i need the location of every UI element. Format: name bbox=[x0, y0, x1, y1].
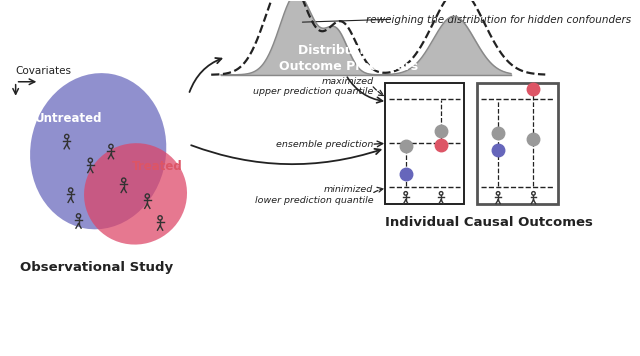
Text: ensemble prediction: ensemble prediction bbox=[276, 140, 373, 149]
FancyBboxPatch shape bbox=[385, 83, 464, 204]
Text: Outcome Predictors: Outcome Predictors bbox=[279, 61, 419, 73]
Ellipse shape bbox=[84, 143, 187, 245]
Text: Treated: Treated bbox=[132, 159, 182, 173]
Text: maximized
upper prediction quantile: maximized upper prediction quantile bbox=[253, 77, 373, 96]
FancyBboxPatch shape bbox=[477, 83, 558, 204]
Text: reweighing the distribution for hidden confounders: reweighing the distribution for hidden c… bbox=[365, 15, 631, 25]
Text: Distribution of: Distribution of bbox=[298, 44, 399, 58]
Text: minimized
lower prediction quantile: minimized lower prediction quantile bbox=[255, 185, 373, 205]
Text: Observational Study: Observational Study bbox=[20, 261, 173, 274]
Text: Untreated: Untreated bbox=[35, 112, 102, 125]
Text: Individual Causal Outcomes: Individual Causal Outcomes bbox=[385, 216, 593, 229]
Text: Covariates: Covariates bbox=[15, 66, 72, 76]
Ellipse shape bbox=[30, 73, 166, 229]
